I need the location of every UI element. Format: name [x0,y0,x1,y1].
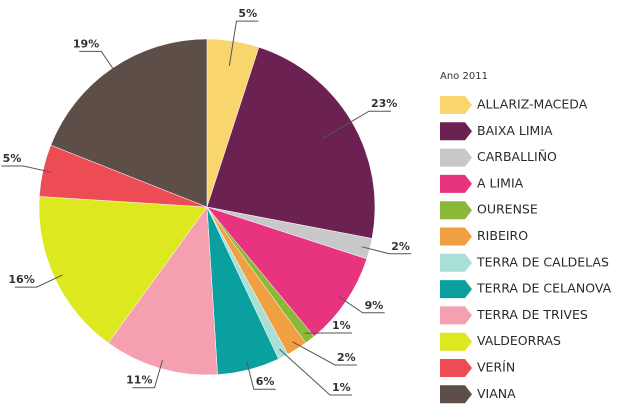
leader-line [1,165,52,173]
legend-swatch [440,280,472,299]
leader-line [361,246,412,255]
legend-swatch [440,201,472,220]
legend-label: RIBEIRO [477,228,528,243]
legend-swatch [440,332,472,351]
value-label: 2% [337,351,356,364]
legend-label: OURENSE [477,202,538,217]
leader-line [279,348,352,396]
legend-swatch [440,148,472,167]
value-label: 1% [332,319,351,332]
leader-line [338,296,385,314]
legend-swatch [440,174,472,193]
value-label: 5% [238,7,257,20]
leader-line [292,341,357,366]
value-label: 2% [391,240,410,253]
legend-label: TERRA DE TRIVES [476,307,588,322]
value-label: 6% [256,375,275,388]
legend-swatch [440,122,472,141]
legend-label: ALLARIZ-MACEDA [477,97,588,112]
value-label: 5% [3,152,22,165]
value-label: 16% [8,273,34,286]
legend-label: TERRA DE CALDELAS [476,254,609,269]
value-label: 19% [73,37,99,50]
legend-swatch [440,96,472,114]
legend-label: CARBALLIÑO [477,149,557,164]
legend-label: TERRA DE CELANOVA [476,281,612,296]
legend-title: Ano 2011 [440,71,488,82]
leader-line [132,360,163,389]
legend-label: A LIMIA [477,175,524,190]
legend-label: VIANA [477,386,516,401]
legend-label: VERÍN [477,360,515,375]
leader-line [228,20,259,67]
value-label: 23% [371,97,397,110]
value-label: 9% [365,299,384,312]
legend-swatch [440,306,472,325]
legend-swatch [440,227,472,246]
legend-label: VALDEORRAS [477,333,561,348]
leader-line [79,50,118,76]
leader-line [322,110,391,140]
value-label: 11% [126,374,152,387]
legend-swatch [440,385,472,404]
leader-line [246,361,276,390]
legend-swatch [440,359,472,377]
legend-label: BAIXA LIMIA [477,123,553,138]
value-label: 1% [332,381,351,394]
legend-swatch [440,253,472,272]
leader-line [14,274,63,288]
